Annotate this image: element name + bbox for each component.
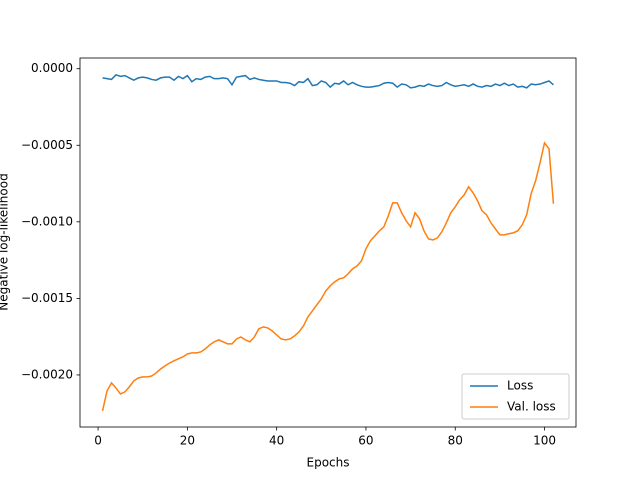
x-tick-label: 60 [358,434,373,448]
x-tick-label: 20 [180,434,195,448]
y-tick-label: −0.0015 [21,291,73,305]
y-tick-label: −0.0020 [21,367,73,381]
x-tick-label: 100 [533,434,556,448]
legend-label: Val. loss [507,400,556,414]
legend-label: Loss [507,379,533,393]
y-tick-label: −0.0010 [21,214,73,228]
x-tick-label: 40 [269,434,284,448]
x-tick-label: 80 [448,434,463,448]
line-series [102,73,554,89]
axes-frame [79,57,577,428]
y-tick-label: 0.0000 [31,61,73,75]
line-series [101,141,555,412]
x-tick-label: 0 [94,434,102,448]
y-tick-label: −0.0005 [21,138,73,152]
y-axis-label: Negative log-likelihood [0,173,11,310]
x-axis-label: Epochs [307,456,350,470]
